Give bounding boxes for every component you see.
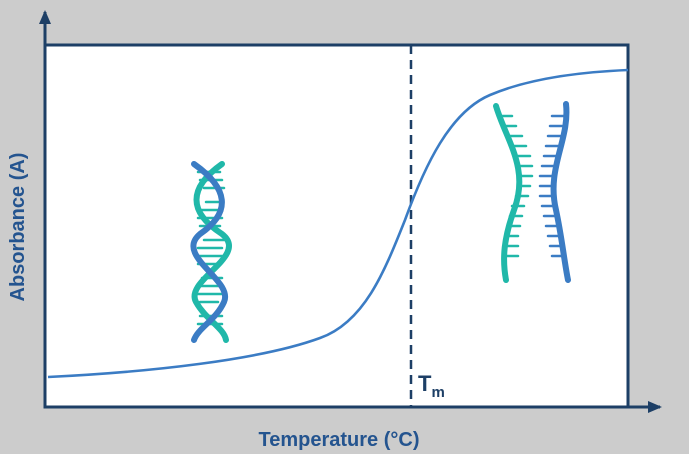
dna-strand-blue	[190, 161, 229, 343]
melting-temperature-label: Tm	[418, 371, 445, 401]
single-strand-dna-icon	[493, 101, 571, 283]
separated-strand-teal	[493, 103, 534, 283]
x-axis-arrow-icon	[648, 401, 662, 413]
plot-area	[43, 43, 630, 409]
separated-strand-blue	[538, 101, 571, 283]
melting-curve	[47, 68, 629, 379]
y-axis-label: Absorbance (A)	[7, 153, 29, 302]
tm-main-letter: T	[418, 371, 432, 396]
y-axis-arrow-icon	[39, 10, 51, 24]
x-axis-label: Temperature (°C)	[259, 429, 420, 451]
dna-double-helix-icon	[190, 161, 232, 343]
tm-subscript: m	[431, 384, 444, 401]
